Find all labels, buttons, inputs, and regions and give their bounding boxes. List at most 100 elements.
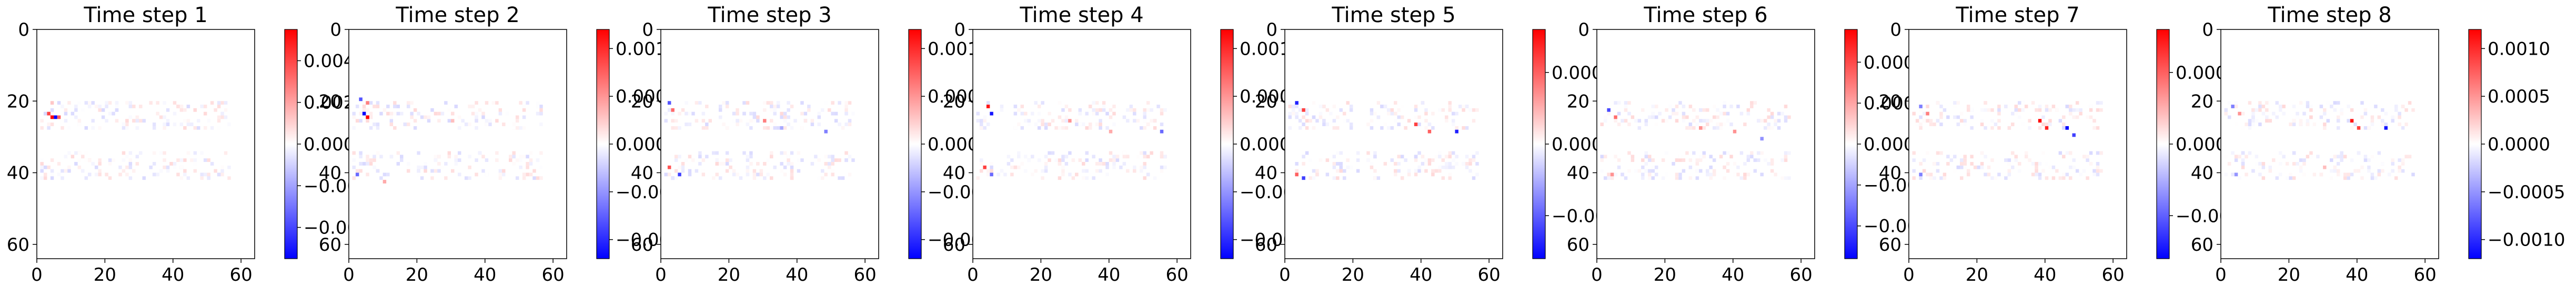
- heatmap-cell: [1624, 108, 1628, 112]
- heatmap-cell: [369, 162, 373, 166]
- x-tick-label: 0: [31, 264, 43, 285]
- heatmap-cell: [376, 126, 380, 130]
- heatmap-cell: [1305, 126, 1309, 130]
- heatmap-cell: [1688, 165, 1693, 169]
- heatmap-cell: [522, 115, 526, 119]
- heatmap-hotspot: [667, 101, 671, 105]
- heatmap-cell: [685, 158, 688, 162]
- heatmap-cell: [1448, 105, 1452, 108]
- heatmap-cell: [776, 105, 780, 108]
- heatmap-cell: [74, 105, 78, 108]
- heatmap-cell: [1787, 115, 1791, 119]
- heatmap-cell: [186, 123, 190, 126]
- heatmap-cell: [478, 108, 482, 112]
- heatmap-cell: [831, 101, 834, 105]
- heatmap-cell: [698, 162, 702, 166]
- heatmap-cell: [2360, 176, 2364, 180]
- heatmap-cell: [1319, 111, 1323, 116]
- heatmap-cell: [132, 169, 136, 173]
- colorbar: [596, 29, 610, 259]
- heatmap-hotspot: [2072, 133, 2076, 137]
- heatmap-cell: [1963, 119, 1967, 123]
- heatmap-cell: [1376, 101, 1381, 105]
- heatmap-cell: [821, 169, 824, 173]
- heatmap-cell: [1746, 108, 1750, 112]
- heatmap-cell: [2330, 169, 2333, 173]
- heatmap-cell: [1298, 172, 1302, 177]
- heatmap-cell: [766, 126, 770, 130]
- heatmap-cell: [715, 172, 719, 177]
- heatmap-cell: [2292, 119, 2296, 123]
- heatmap-cell: [1122, 115, 1126, 119]
- heatmap-cell: [1746, 155, 1750, 159]
- x-tick-label: 60: [229, 264, 252, 285]
- heatmap-cell: [2261, 165, 2266, 169]
- heatmap-cell: [2370, 119, 2374, 123]
- heatmap-cell: [2062, 126, 2066, 130]
- heatmap-cell: [352, 165, 356, 169]
- heatmap-cell: [2231, 151, 2235, 155]
- heatmap-cell: [718, 162, 722, 166]
- heatmap-cell: [1390, 108, 1394, 112]
- y-tick-label: 40: [319, 163, 341, 184]
- heatmap-cell: [1397, 123, 1401, 126]
- heatmap-cell: [844, 111, 848, 116]
- heatmap-cell: [179, 105, 184, 108]
- x-tick-label: 20: [1342, 264, 1364, 285]
- heatmap-cell: [2062, 123, 2066, 126]
- heatmap-cell: [539, 108, 543, 112]
- heatmap-cell: [844, 108, 848, 112]
- heatmap-cell: [691, 111, 695, 116]
- heatmap-cell: [2258, 108, 2262, 112]
- heatmap-cell: [1441, 108, 1445, 112]
- heatmap-cell: [1092, 111, 1095, 116]
- heatmap-cell: [1451, 119, 1455, 123]
- heatmap-cell: [1037, 105, 1041, 108]
- heatmap-cell: [2323, 108, 2327, 112]
- heatmap-cell: [94, 172, 98, 177]
- heatmap-cell: [1919, 108, 1923, 112]
- heatmap-cell: [1963, 123, 1967, 126]
- heatmap-cell: [997, 111, 1000, 116]
- heatmap-cell: [1007, 155, 1011, 159]
- heatmap-cell: [2251, 115, 2255, 119]
- heatmap-cell: [1757, 119, 1760, 123]
- heatmap-cell: [98, 108, 102, 112]
- heatmap-cell: [1445, 155, 1448, 159]
- heatmap-cell: [1373, 176, 1377, 180]
- heatmap-cell: [1919, 176, 1923, 180]
- heatmap-cell: [475, 126, 478, 130]
- heatmap-cell: [1627, 123, 1631, 126]
- heatmap-cell: [1743, 172, 1747, 177]
- heatmap-cell: [1356, 151, 1360, 155]
- heatmap-cell: [1709, 172, 1713, 177]
- heatmap-cell: [400, 155, 404, 159]
- heatmap-cell: [1787, 151, 1791, 155]
- heatmap-cell: [1325, 108, 1330, 112]
- heatmap-cell: [142, 119, 146, 123]
- heatmap-cell: [464, 176, 468, 180]
- colorbar-tick-label: 0.004: [304, 50, 355, 72]
- heatmap-cell: [396, 162, 400, 166]
- heatmap-cell: [1071, 158, 1075, 162]
- heatmap-cell: [2031, 162, 2035, 166]
- heatmap-cell: [2245, 155, 2248, 159]
- heatmap-cell: [1143, 119, 1146, 123]
- heatmap-cell: [1160, 155, 1164, 159]
- heatmap-cell: [57, 172, 61, 177]
- heatmap-cell: [1641, 176, 1645, 180]
- heatmap-cell: [1997, 108, 2001, 112]
- heatmap-cell: [105, 105, 108, 108]
- heatmap-cell: [522, 108, 526, 112]
- heatmap-cell: [122, 126, 126, 130]
- heatmap-cell: [1421, 101, 1425, 105]
- heatmap-cell: [841, 176, 845, 180]
- heatmap-cell: [1621, 119, 1624, 123]
- heatmap-cell: [2360, 126, 2364, 130]
- heatmap-hotspot: [1919, 172, 1923, 177]
- heatmap-cell: [125, 126, 129, 130]
- heatmap-cell: [2391, 162, 2394, 166]
- plot-background: [1285, 29, 1503, 259]
- heatmap-cell: [2224, 172, 2228, 177]
- heatmap-cell: [1458, 105, 1462, 108]
